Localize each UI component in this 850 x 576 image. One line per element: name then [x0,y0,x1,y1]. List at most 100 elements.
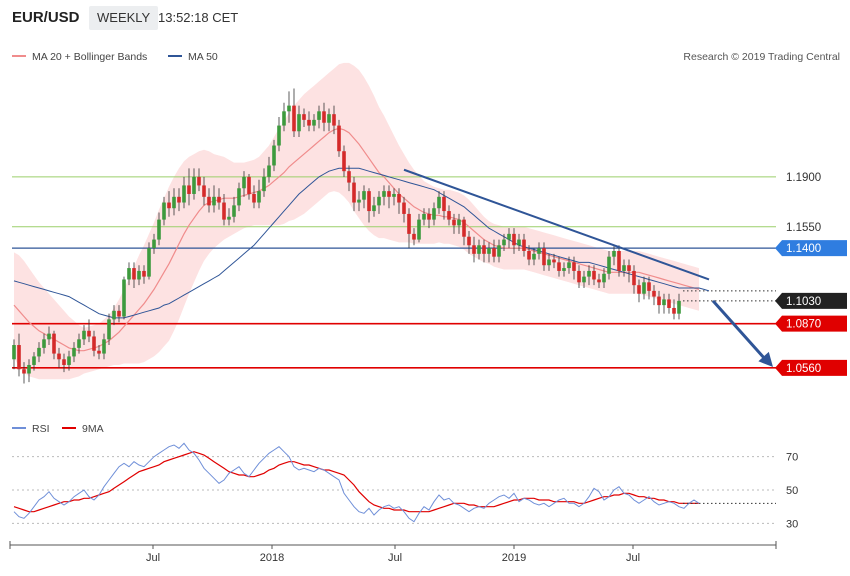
candle-body [232,205,236,217]
timestamp: 13:52:18 CET [158,10,239,25]
candle-body [332,114,336,126]
candle-body [347,171,351,183]
ma50-line [13,167,710,319]
candle-body [22,369,26,374]
candle-body [557,262,561,271]
candle-body [132,268,136,280]
candle-body [217,196,221,203]
candle-body [642,282,646,294]
candle-body [677,300,681,314]
time-axis-label: 2018 [260,552,284,564]
candle-body [597,279,601,283]
candle-body [167,202,171,209]
legend-rsi: RSI [12,423,50,435]
candle-body [242,176,246,189]
candle-body [222,202,226,220]
candle-body [277,125,281,146]
candle-body [482,245,486,254]
candle-body [502,239,506,246]
time-axis-label: Jul [626,552,640,564]
trendline [403,168,710,281]
candle-body [397,193,401,203]
candle-body [42,339,46,348]
candle-body [512,233,516,246]
rsi-level-label-70: 70 [786,452,798,464]
candle-body [107,319,111,340]
candle-body [667,299,671,308]
candle-body [247,176,251,194]
rsi-level-label-50: 50 [786,485,798,497]
candle-body [402,202,406,214]
candle-body [287,105,291,112]
level-label-1.1550: 1.1550 [786,222,821,234]
candle-body [582,276,586,283]
level-label-1.0560: 1.0560 [786,363,821,375]
candle-body [562,268,566,271]
legend-ma20-label: MA 20 + Bollinger Bands [32,51,148,63]
candle-body [237,188,241,206]
candle-body [207,196,211,206]
candle-body [577,270,581,283]
legend-rsi-ma-label: 9MA [82,423,104,435]
candle-body [112,310,116,320]
candle-body [32,356,36,365]
candle-body [522,239,526,251]
candle-body [432,208,436,220]
timeframe-button[interactable]: WEEKLY [89,6,159,30]
candle-body [192,176,196,194]
candle-body [312,119,316,126]
candle-body [547,259,551,266]
ma20-swatch [12,55,26,58]
chart-header: EUR/USD WEEKLY 13:52:18 CET [0,0,850,36]
candle-body [37,347,41,357]
candle-body [367,191,371,212]
candle-body [137,270,141,280]
candle-body [362,191,366,200]
candle-body [227,216,231,220]
forecast-arrow-shaft [711,299,767,360]
candle-body [337,125,341,152]
candle-body [387,191,391,197]
candle-body [467,236,471,246]
candle-body [117,310,121,317]
rsi-line [13,442,700,523]
candle-body [97,350,101,354]
candle-body [542,248,546,266]
candle-body [172,196,176,209]
candle-body [607,256,611,274]
candle-body [177,196,181,203]
level-tag-1.0560 [775,359,847,376]
candle-body [82,330,86,340]
candle-body [552,259,556,263]
legend-ma50-label: MA 50 [188,51,218,63]
candle-body [602,273,606,283]
candle-body [407,213,411,234]
candle-body [532,253,536,260]
candle-body [327,114,331,123]
candle-body [202,185,206,197]
candle-body [627,265,631,271]
candle-body [267,165,271,177]
candle-body [352,182,356,203]
level-tag-1.0870 [775,315,847,332]
candle-body [162,202,166,220]
candle-body [527,250,531,260]
time-axis-label: Jul [388,552,402,564]
candle-body [382,191,386,197]
candle-body [212,196,216,206]
candle-body [282,111,286,126]
rsi-ma-line [13,451,699,513]
candle-body [452,219,456,226]
candle-body [442,196,446,212]
candle-body [152,239,156,249]
candle-body [262,176,266,192]
level-label-1.1900: 1.1900 [786,172,821,184]
candle-body [617,250,621,271]
candle-body [652,290,656,297]
candle-body [622,265,626,271]
current-price-tag [775,292,847,309]
candle-body [447,211,451,220]
candle-body [187,185,191,194]
copyright: Research © 2019 Trading Central [683,51,840,63]
